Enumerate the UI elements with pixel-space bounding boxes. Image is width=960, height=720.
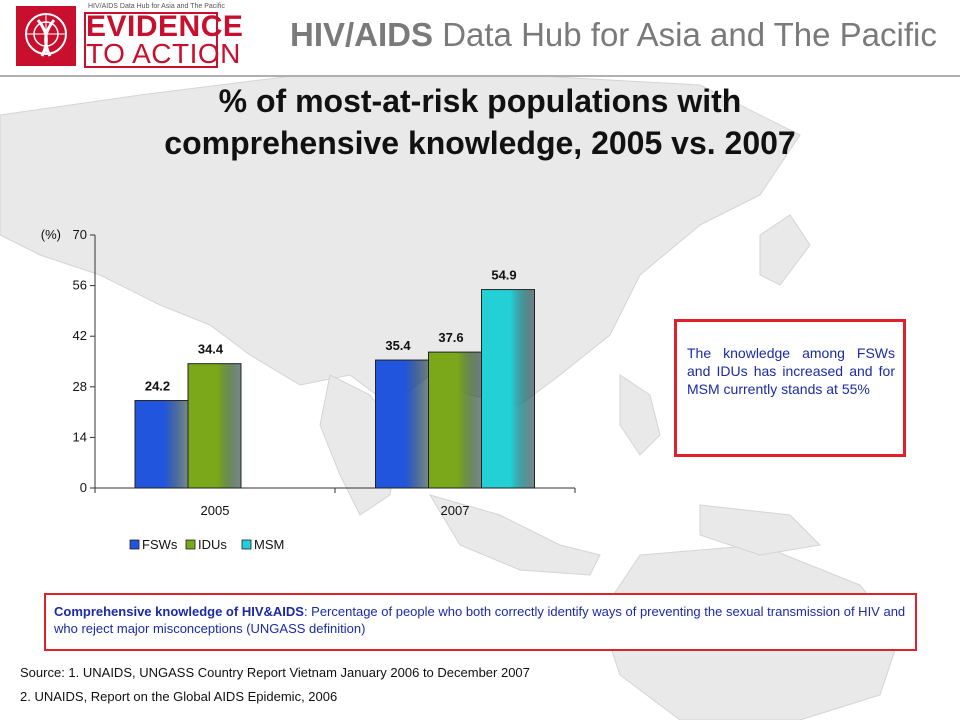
callout-text: The knowledge among FSWs and IDUs has in… xyxy=(687,345,895,397)
legend-label-idus: IDUs xyxy=(198,537,227,552)
definition-text: : Percentage of people who both correctl… xyxy=(54,604,906,636)
y-tick-label: 56 xyxy=(73,278,87,293)
data-label: 24.2 xyxy=(145,379,170,394)
page-title-line2: comprehensive knowledge, 2005 vs. 2007 xyxy=(164,125,796,161)
legend-label-fsws: FSWs xyxy=(142,537,178,552)
y-tick-label: 70 xyxy=(73,227,87,242)
logo-frame xyxy=(84,12,218,68)
header-title: HIV/AIDS Data Hub for Asia and The Pacif… xyxy=(290,16,937,54)
bar-fsws-2005 xyxy=(134,400,189,489)
logo-to-action-text: TO ACTION xyxy=(86,38,241,69)
map-landmass-islands-1 xyxy=(428,494,601,576)
un-emblem-ribbon-icon xyxy=(16,6,76,66)
legend-swatch-msm xyxy=(241,539,252,550)
bar-msm-2007 xyxy=(481,289,535,489)
data-label: 34.4 xyxy=(198,342,224,357)
x-tick-label: 2005 xyxy=(201,503,230,518)
header-divider xyxy=(0,75,960,77)
bar-fsws-2007 xyxy=(375,359,429,489)
map-landmass-japan xyxy=(759,214,811,286)
map-landmass-newguinea xyxy=(699,504,822,556)
legend-swatch-idus xyxy=(185,539,196,550)
definition-term: Comprehensive knowledge of HIV&AIDS xyxy=(54,604,304,619)
legend-swatch-fsws xyxy=(129,539,140,550)
legend-label-msm: MSM xyxy=(254,537,284,552)
y-tick-label: 14 xyxy=(73,429,87,444)
source-line-1: Source: 1. UNAIDS, UNGASS Country Report… xyxy=(20,665,530,680)
header-title-rest: Data Hub for Asia and The Pacific xyxy=(433,16,937,53)
bar-chart: 0 14 28 42 56 70 (%) 2005 24.2 34.4 2007 35.4 37.6 54… xyxy=(41,227,576,552)
logo-evidence-text: EVIDENCE xyxy=(86,10,244,43)
y-tick-label: 0 xyxy=(80,480,87,495)
bar-idus-2007 xyxy=(428,351,482,489)
bar-idus-2005 xyxy=(187,363,242,489)
data-label: 37.6 xyxy=(438,330,463,345)
x-tick-label: 2007 xyxy=(441,503,470,518)
header-title-bold: HIV/AIDS xyxy=(290,16,434,53)
page-title: % of most-at-risk populations with compr… xyxy=(80,80,880,164)
y-axis-label: (%) xyxy=(41,227,61,242)
data-label: 35.4 xyxy=(385,338,411,353)
data-label: 54.9 xyxy=(491,268,516,283)
page-title-line1: % of most-at-risk populations with xyxy=(218,83,742,119)
background-map xyxy=(0,75,901,720)
map-landmass-islands-2 xyxy=(619,374,661,456)
header-bar: HIV/AIDS Data Hub for Asia and The Pacif… xyxy=(0,0,960,75)
y-tick-label: 42 xyxy=(73,328,87,343)
definition-box: Comprehensive knowledge of HIV&AIDS: Per… xyxy=(44,593,917,651)
callout-box: The knowledge among FSWs and IDUs has in… xyxy=(674,319,906,457)
logo-caption: HIV/AIDS Data Hub for Asia and The Pacif… xyxy=(88,3,225,10)
y-tick-label: 28 xyxy=(73,379,87,394)
source-line-2: 2. UNAIDS, Report on the Global AIDS Epi… xyxy=(20,689,338,704)
